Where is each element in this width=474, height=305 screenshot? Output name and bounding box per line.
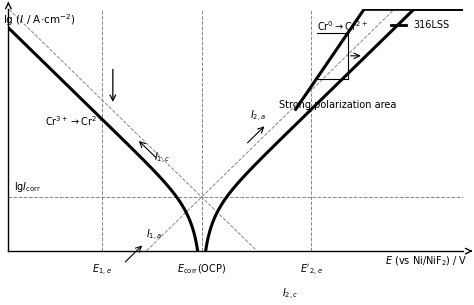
Text: $I_{1,c}$: $I_{1,c}$: [154, 151, 170, 166]
Text: Strong polarization area: Strong polarization area: [279, 100, 396, 110]
Text: $I_{2,a}$: $I_{2,a}$: [250, 109, 266, 124]
Text: lg ($I$ / A·cm$^{-2}$): lg ($I$ / A·cm$^{-2}$): [3, 13, 75, 28]
Legend: 316LSS: 316LSS: [387, 16, 454, 34]
Text: $E'_{2,e}$: $E'_{2,e}$: [300, 263, 323, 278]
Text: $E$ (vs Ni/NiF$_2$) / V: $E$ (vs Ni/NiF$_2$) / V: [385, 254, 468, 268]
Text: $I_{2,c}$: $I_{2,c}$: [282, 287, 299, 302]
Text: $\mathrm{Cr^0{\to}Cr^{2+}}$: $\mathrm{Cr^0{\to}Cr^{2+}}$: [317, 19, 368, 33]
Text: $E_{1,e}$: $E_{1,e}$: [92, 263, 112, 278]
Text: $E_{\mathrm{corr}}(\mathrm{OCP})$: $E_{\mathrm{corr}}(\mathrm{OCP})$: [177, 263, 226, 276]
Text: $I_{1,a}$: $I_{1,a}$: [146, 228, 163, 243]
Text: $\mathrm{Cr^{3+}{\to}Cr^{2+}}$: $\mathrm{Cr^{3+}{\to}Cr^{2+}}$: [45, 114, 104, 127]
Text: $\mathrm{lg}I_{\mathrm{corr}}$: $\mathrm{lg}I_{\mathrm{corr}}$: [14, 180, 41, 194]
